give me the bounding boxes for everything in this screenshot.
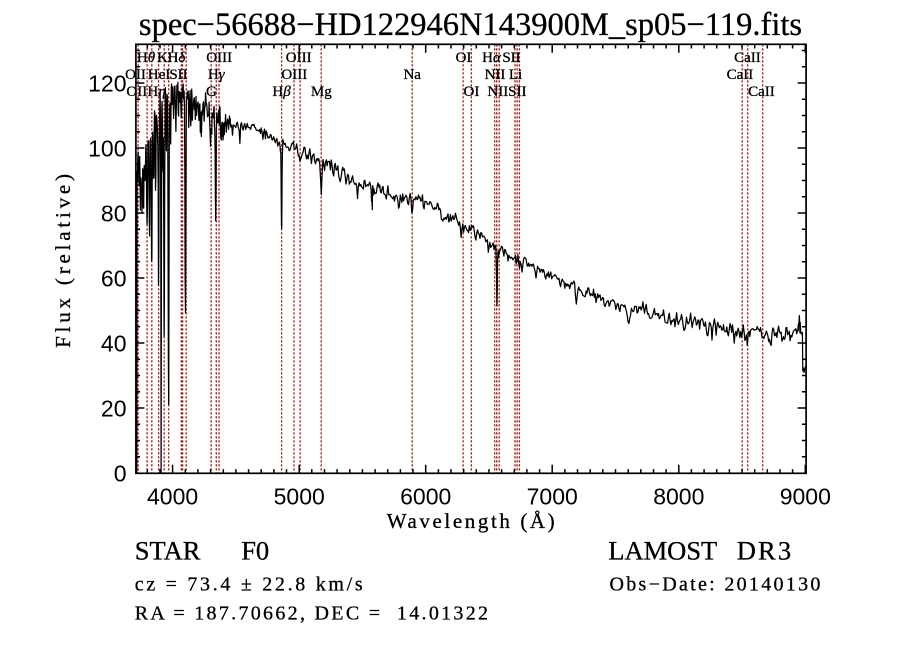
svg-text:spec−56688−HD122946N143900M_sp: spec−56688−HD122946N143900M_sp05−119.fit… xyxy=(139,7,802,43)
svg-text:Hθ: Hθ xyxy=(137,50,156,66)
svg-text:Hβ: Hβ xyxy=(272,84,291,100)
svg-text:K: K xyxy=(157,50,168,66)
svg-text:Flux (relative): Flux (relative) xyxy=(51,170,75,348)
svg-text:CaII: CaII xyxy=(727,67,754,83)
svg-text:0: 0 xyxy=(114,460,127,486)
svg-text:4000: 4000 xyxy=(147,484,198,510)
svg-text:9000: 9000 xyxy=(780,484,831,510)
svg-text:DR3: DR3 xyxy=(737,536,794,566)
svg-text:STAR: STAR xyxy=(135,536,201,566)
svg-text:NII: NII xyxy=(485,67,506,83)
svg-text:OIII: OIII xyxy=(206,50,232,66)
svg-text:HeI: HeI xyxy=(148,67,171,83)
svg-text:G: G xyxy=(206,84,217,100)
svg-text:6000: 6000 xyxy=(400,484,451,510)
svg-text:SII: SII xyxy=(508,84,526,100)
svg-text:SII: SII xyxy=(169,67,187,83)
svg-text:OI: OI xyxy=(463,84,479,100)
svg-text:NII: NII xyxy=(487,84,508,100)
svg-text:100: 100 xyxy=(88,135,126,161)
svg-text:OIII: OIII xyxy=(281,67,307,83)
svg-text:Hγ: Hγ xyxy=(208,67,226,83)
svg-text:Wavelength (Å): Wavelength (Å) xyxy=(387,509,558,533)
svg-text:Mg: Mg xyxy=(311,84,332,100)
svg-text:Obs−Date: 20140130: Obs−Date: 20140130 xyxy=(610,573,823,595)
svg-text:20: 20 xyxy=(101,395,127,421)
svg-text:Hα: Hα xyxy=(482,50,502,66)
svg-text:8000: 8000 xyxy=(653,484,704,510)
svg-text:Hδ: Hδ xyxy=(168,50,187,66)
svg-text:80: 80 xyxy=(101,200,127,226)
svg-text:5000: 5000 xyxy=(274,484,325,510)
svg-text:OI: OI xyxy=(456,50,472,66)
svg-text:OII: OII xyxy=(125,67,146,83)
svg-text:120: 120 xyxy=(88,70,126,96)
svg-text:Li: Li xyxy=(509,67,522,83)
svg-text:OIII: OIII xyxy=(286,50,312,66)
svg-text:OII: OII xyxy=(126,84,147,100)
svg-text:cz = 73.4 ± 22.8 km/s: cz = 73.4 ± 22.8 km/s xyxy=(135,573,366,595)
svg-text:CaII: CaII xyxy=(748,84,775,100)
svg-text:LAMOST: LAMOST xyxy=(608,536,717,566)
svg-text:Hη: Hη xyxy=(147,84,165,100)
svg-text:SII: SII xyxy=(502,50,520,66)
svg-text:40: 40 xyxy=(101,330,127,356)
svg-text:F0: F0 xyxy=(241,536,269,566)
svg-text:CaII: CaII xyxy=(734,50,761,66)
svg-text:Na: Na xyxy=(403,67,421,83)
svg-text:7000: 7000 xyxy=(527,484,578,510)
svg-text:60: 60 xyxy=(101,265,127,291)
svg-text:RA = 187.70662, DEC = 14.0132: RA = 187.70662, DEC = 14.01322 xyxy=(135,603,491,625)
